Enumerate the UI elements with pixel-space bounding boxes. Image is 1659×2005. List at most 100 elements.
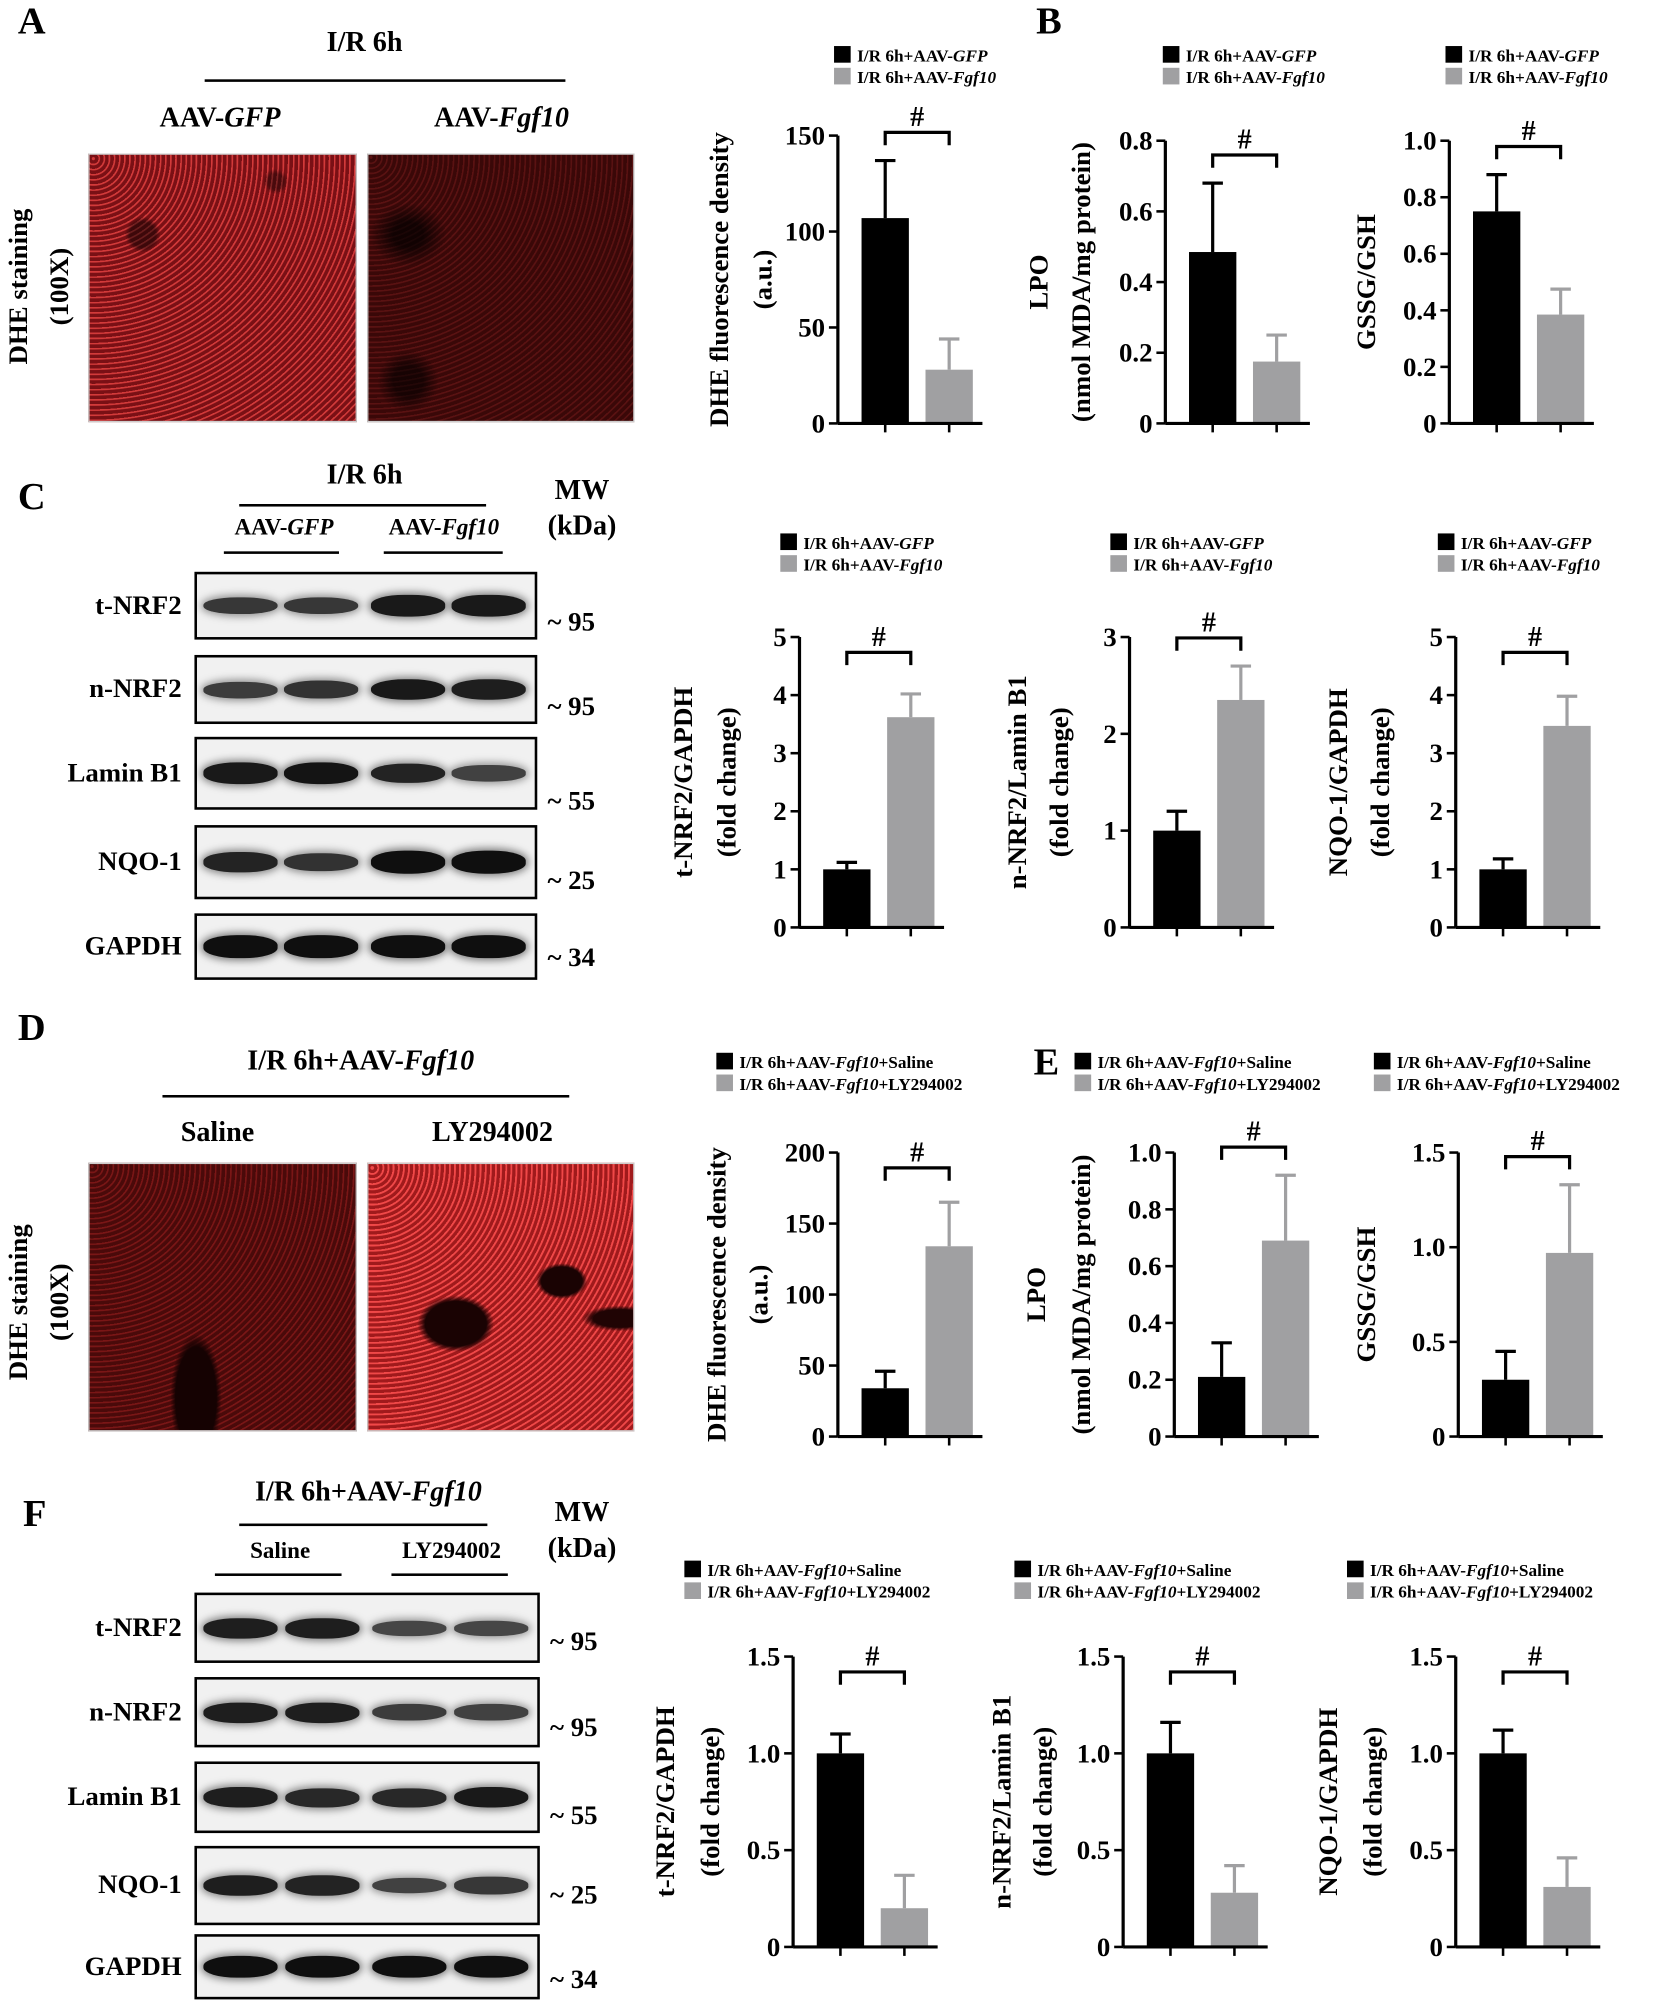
legend-italic: GFP — [953, 46, 988, 65]
y-tick-label: 1.0 — [747, 1738, 781, 1768]
protein-band — [372, 1787, 447, 1807]
legend-swatch — [834, 46, 851, 63]
y-tick-label: 0 — [1430, 1932, 1443, 1962]
y-tick-label: 0.2 — [1119, 338, 1153, 368]
chart-b-1: 0 0.2 0.4 0.6 0.8 # LPO (nmol MDA/mg protein) I/… — [1024, 46, 1325, 438]
y-tick-label: 3 — [773, 738, 786, 768]
legend-italic: Fgf10 — [952, 68, 997, 87]
group-text: AAV- — [433, 101, 499, 134]
blot-label: Lamin B1 — [67, 756, 182, 788]
group-label-saline: Saline — [180, 1115, 255, 1148]
legend-italic: GFP — [1229, 534, 1264, 553]
divider — [239, 504, 487, 507]
blot-label: n-NRF2 — [89, 1695, 182, 1727]
mw-title: MW (kDa) — [548, 472, 617, 544]
legend-italic: Fgf10 — [1556, 556, 1601, 575]
protein-band — [370, 763, 445, 784]
legend-swatch — [1162, 67, 1180, 85]
legend-suffix: +Saline — [1176, 1561, 1231, 1580]
blot-strip — [194, 736, 538, 810]
legend-suffix: +Saline — [1509, 1561, 1564, 1580]
panel-letter-b: B — [1036, 0, 1062, 43]
legend-text: I/R 6h+AAV- — [707, 1583, 803, 1602]
significance-bracket — [1211, 153, 1279, 168]
legend-text: I/R 6h+AAV- — [857, 46, 953, 65]
legend-text: I/R 6h+AAV- — [1461, 556, 1557, 575]
panel-letter-e: E — [1033, 1041, 1060, 1084]
mw-title-line: (kDa) — [547, 509, 617, 542]
y-tick-label: 0.2 — [1128, 1365, 1162, 1395]
protein-band — [203, 852, 278, 873]
y-tick-label: 1.0 — [1403, 126, 1437, 156]
legend-suffix: +Saline — [846, 1561, 901, 1580]
protein-band — [284, 597, 359, 615]
legend-label: I/R 6h+AAV-Fgf10+Saline — [1037, 1561, 1231, 1580]
bar — [861, 1388, 909, 1437]
bar — [1472, 211, 1521, 424]
panel-f-title: I/R 6h+AAV-Fgf10 — [255, 1475, 482, 1508]
dhe-image-ly294002 — [367, 1162, 635, 1432]
legend-label: I/R 6h+AAV-Fgf10+Saline — [1098, 1053, 1292, 1072]
bar — [861, 218, 909, 424]
y-axis-label: (nmol MDA/mg protein) — [1066, 1155, 1096, 1435]
protein-band — [284, 935, 359, 958]
y-axis-label: LPO — [1024, 254, 1054, 309]
y-tick-label: 0 — [1432, 1421, 1445, 1451]
y-tick-label: 50 — [798, 1351, 825, 1381]
bar — [1536, 314, 1585, 424]
legend-suffix: +LY294002 — [1509, 1583, 1593, 1602]
y-tick-label: 1.0 — [1409, 1738, 1443, 1768]
y-tick-label: 0 — [773, 912, 786, 942]
molecular-weight-label: ~ 34 — [547, 941, 596, 973]
protein-band — [203, 1787, 278, 1808]
y-tick-label: 50 — [798, 312, 825, 342]
panel-c-title: I/R 6h — [326, 457, 403, 490]
legend-swatch — [780, 555, 797, 572]
blot-label: t-NRF2 — [95, 589, 182, 620]
protein-band — [451, 935, 527, 958]
group-label-ly294002: LY294002 — [432, 1115, 553, 1148]
y-tick-label: 1.0 — [1412, 1232, 1446, 1262]
significance-marker: # — [1247, 1117, 1261, 1148]
legend-italic: Fgf10 — [898, 556, 943, 575]
protein-band — [285, 1875, 360, 1896]
legend-text: I/R 6h+AAV- — [1098, 1075, 1194, 1094]
y-axis-label: DHE fluorescence density — [704, 131, 734, 426]
bar — [1481, 1379, 1530, 1437]
bar — [887, 717, 935, 928]
bar — [1153, 830, 1201, 928]
protein-band — [203, 1875, 278, 1896]
protein-band — [454, 1786, 529, 1808]
significance-marker: # — [1195, 1642, 1209, 1673]
legend-swatch — [1346, 1582, 1364, 1599]
y-tick-label: 1.5 — [1077, 1642, 1111, 1672]
protein-band — [203, 597, 278, 615]
y-tick-label: 1.5 — [1409, 1642, 1443, 1672]
bar — [880, 1908, 929, 1947]
protein-band — [285, 1955, 360, 1978]
significance-marker: # — [1528, 622, 1542, 653]
legend-label: I/R 6h+AAV-Fgf10 — [1186, 68, 1325, 87]
molecular-weight-label: ~ 25 — [550, 1879, 598, 1910]
chart-f-9: 0 0.5 1.0 1.5 # t-NRF2/GAPDH (fold change) I/R … — [650, 1560, 938, 1962]
y-axis-label: (fold change) — [1365, 707, 1395, 857]
blot-label: n-NRF2 — [89, 672, 182, 704]
protein-band — [372, 1620, 447, 1636]
molecular-weight-label: ~ 95 — [547, 606, 596, 638]
panel-d-title: I/R 6h+AAV-Fgf10 — [247, 1044, 474, 1077]
legend-label: I/R 6h+AAV-Fgf10+Saline — [1397, 1053, 1591, 1072]
y-axis-label: n-NRF2/Lamin B1 — [987, 1695, 1017, 1909]
significance-bracket — [1168, 1670, 1237, 1685]
y-axis-label: (fold change) — [1358, 1727, 1388, 1877]
y-axis-label: DHE fluorescence density — [701, 1147, 731, 1442]
legend-text: I/R 6h+AAV- — [1186, 46, 1282, 65]
legend-suffix: +Saline — [1237, 1053, 1292, 1072]
y-tick-label: 0.5 — [747, 1835, 781, 1865]
significance-marker: # — [1528, 1642, 1542, 1673]
y-tick-label: 0.4 — [1119, 267, 1153, 297]
legend-label: I/R 6h+AAV-Fgf10+LY294002 — [739, 1075, 962, 1094]
legend-text: I/R 6h+AAV- — [1098, 1053, 1194, 1072]
molecular-weight-label: ~ 95 — [550, 1625, 598, 1657]
legend-italic: Fgf10 — [1465, 1583, 1510, 1602]
protein-band — [451, 595, 527, 617]
